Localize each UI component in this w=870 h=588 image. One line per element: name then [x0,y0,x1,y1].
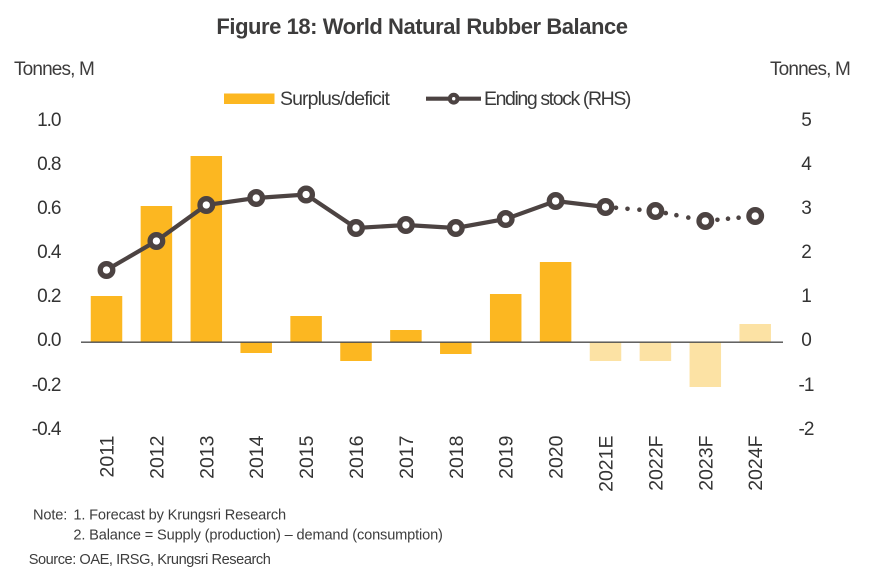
svg-text:Figure 18: World Natural Rubbe: Figure 18: World Natural Rubber Balance [216,14,627,39]
svg-text:Tonnes, M: Tonnes, M [770,59,850,80]
svg-text:2021E: 2021E [596,436,618,492]
svg-text:2020: 2020 [546,435,568,479]
svg-text:Surplus/deficit: Surplus/deficit [280,88,390,110]
svg-text:4: 4 [801,154,812,175]
svg-text:-0.4: -0.4 [32,419,62,440]
svg-text:2013: 2013 [196,436,218,479]
svg-text:2022F: 2022F [645,435,667,490]
svg-text:1: 1 [801,286,811,307]
svg-text:2015: 2015 [296,435,318,479]
svg-text:5: 5 [801,110,811,131]
svg-text:0.0: 0.0 [37,330,61,351]
svg-text:2012: 2012 [146,436,168,479]
svg-text:0: 0 [801,330,811,351]
svg-text:Source: OAE, IRSG, Krungsri Re: Source: OAE, IRSG, Krungsri Research [29,552,271,568]
svg-text:1. Forecast by Krungsri Resear: 1. Forecast by Krungsri Research [73,508,286,524]
svg-text:1.0: 1.0 [37,110,61,131]
svg-text:2. Balance = Supply (productio: 2. Balance = Supply (production) – deman… [73,528,442,544]
svg-text:0.6: 0.6 [37,198,61,219]
svg-text:-1: -1 [799,375,814,396]
svg-text:2018: 2018 [446,436,468,479]
svg-text:3: 3 [801,198,811,219]
svg-text:0.8: 0.8 [37,154,61,175]
svg-text:-2: -2 [799,419,814,440]
svg-text:0.2: 0.2 [37,286,61,307]
svg-text:2014: 2014 [246,435,268,479]
svg-text:2: 2 [801,242,811,263]
svg-text:2017: 2017 [396,436,418,479]
svg-text:2016: 2016 [346,436,368,479]
svg-text:Tonnes, M: Tonnes, M [14,59,94,80]
svg-text:0.4: 0.4 [37,242,62,263]
svg-text:2019: 2019 [496,436,518,479]
svg-text:Ending stock (RHS): Ending stock (RHS) [484,88,631,110]
svg-text:-0.2: -0.2 [32,375,61,396]
svg-text:2011: 2011 [97,436,119,478]
svg-text:2023F: 2023F [695,435,717,490]
svg-text:2024F: 2024F [745,435,767,490]
svg-text:Note:: Note: [33,508,67,524]
